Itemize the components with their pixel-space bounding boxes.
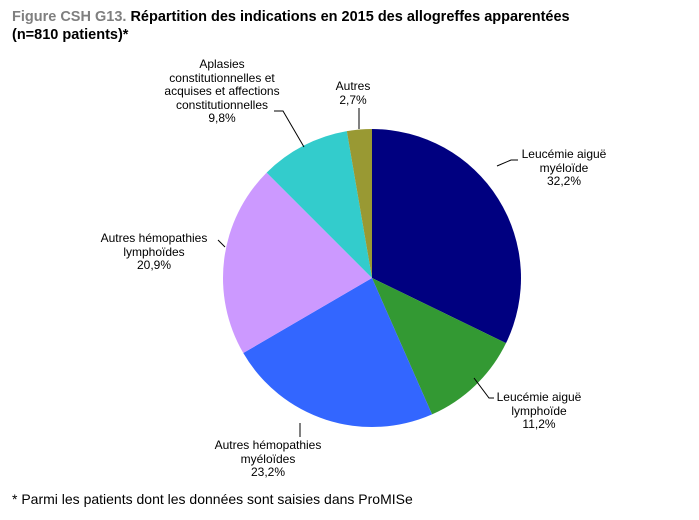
- slice-value-label: 32,2%: [546, 174, 582, 188]
- pie-slice-2: [243, 278, 433, 427]
- slice-label-line: myéloïdes: [240, 451, 296, 466]
- pie-slice-1: [372, 278, 507, 415]
- leader-line-aplasies: [274, 110, 305, 148]
- slice-label-line: Aplasies: [199, 57, 245, 71]
- leader-line-lal: [473, 377, 494, 399]
- slice-label-line: Autres: [335, 79, 371, 93]
- slice-value-label: 2,7%: [339, 92, 367, 107]
- leader-line-lam: [496, 159, 518, 167]
- pie-slice-3: [222, 172, 372, 354]
- slice-label-line: Autres hémopathies: [214, 438, 322, 452]
- subtitle-text: (n=810 patients)*: [12, 27, 129, 43]
- title-text: Répartition des indications en 2015 des …: [130, 9, 570, 25]
- slice-label-line: Leucémie aiguë: [521, 147, 607, 161]
- footnote: * Parmi les patients dont les données so…: [12, 491, 413, 507]
- slice-value-label: 9,8%: [208, 111, 236, 125]
- chart-title: Figure CSH G13. Répartition des indicati…: [12, 8, 652, 44]
- leader-line-lymphoides: [217, 239, 226, 248]
- slice-label-line: lymphoïdes: [123, 244, 185, 259]
- slice-label-1: Leucémie aiguë lymphoïde 11,2%: [494, 390, 584, 432]
- slice-label-4: Aplasies constitutionnelles et acquises et…: [160, 57, 284, 126]
- slice-label-line: Autres hémopathies: [100, 231, 208, 245]
- figure-number: Figure CSH G13.: [12, 9, 127, 25]
- slice-value-label: 23,2%: [250, 465, 286, 479]
- pie-slice-5: [346, 129, 372, 278]
- slice-label-5: Autres 2,7%: [330, 79, 376, 107]
- slice-label-2: Autres hémopathies myéloïdes 23,2%: [208, 438, 328, 480]
- slice-label-line: myéloïde: [539, 160, 589, 175]
- slice-value-label: 20,9%: [136, 258, 172, 272]
- slice-label-line: acquises et affections: [164, 84, 280, 98]
- slice-label-line: lymphoïde: [511, 403, 567, 418]
- slice-label-3: Autres hémopathies lymphoïdes 20,9%: [90, 231, 218, 273]
- slice-label-0: Leucémie aiguë myéloïde 32,2%: [519, 147, 609, 189]
- pie-slice-4: [266, 131, 372, 278]
- pie-slice-0: [372, 129, 521, 344]
- slice-value-label: 11,2%: [522, 417, 556, 431]
- slice-label-line: constitutionnelles et: [169, 70, 275, 85]
- slice-label-line: Leucémie aiguë: [496, 390, 582, 404]
- slice-label-line: constitutionnelles: [175, 97, 269, 112]
